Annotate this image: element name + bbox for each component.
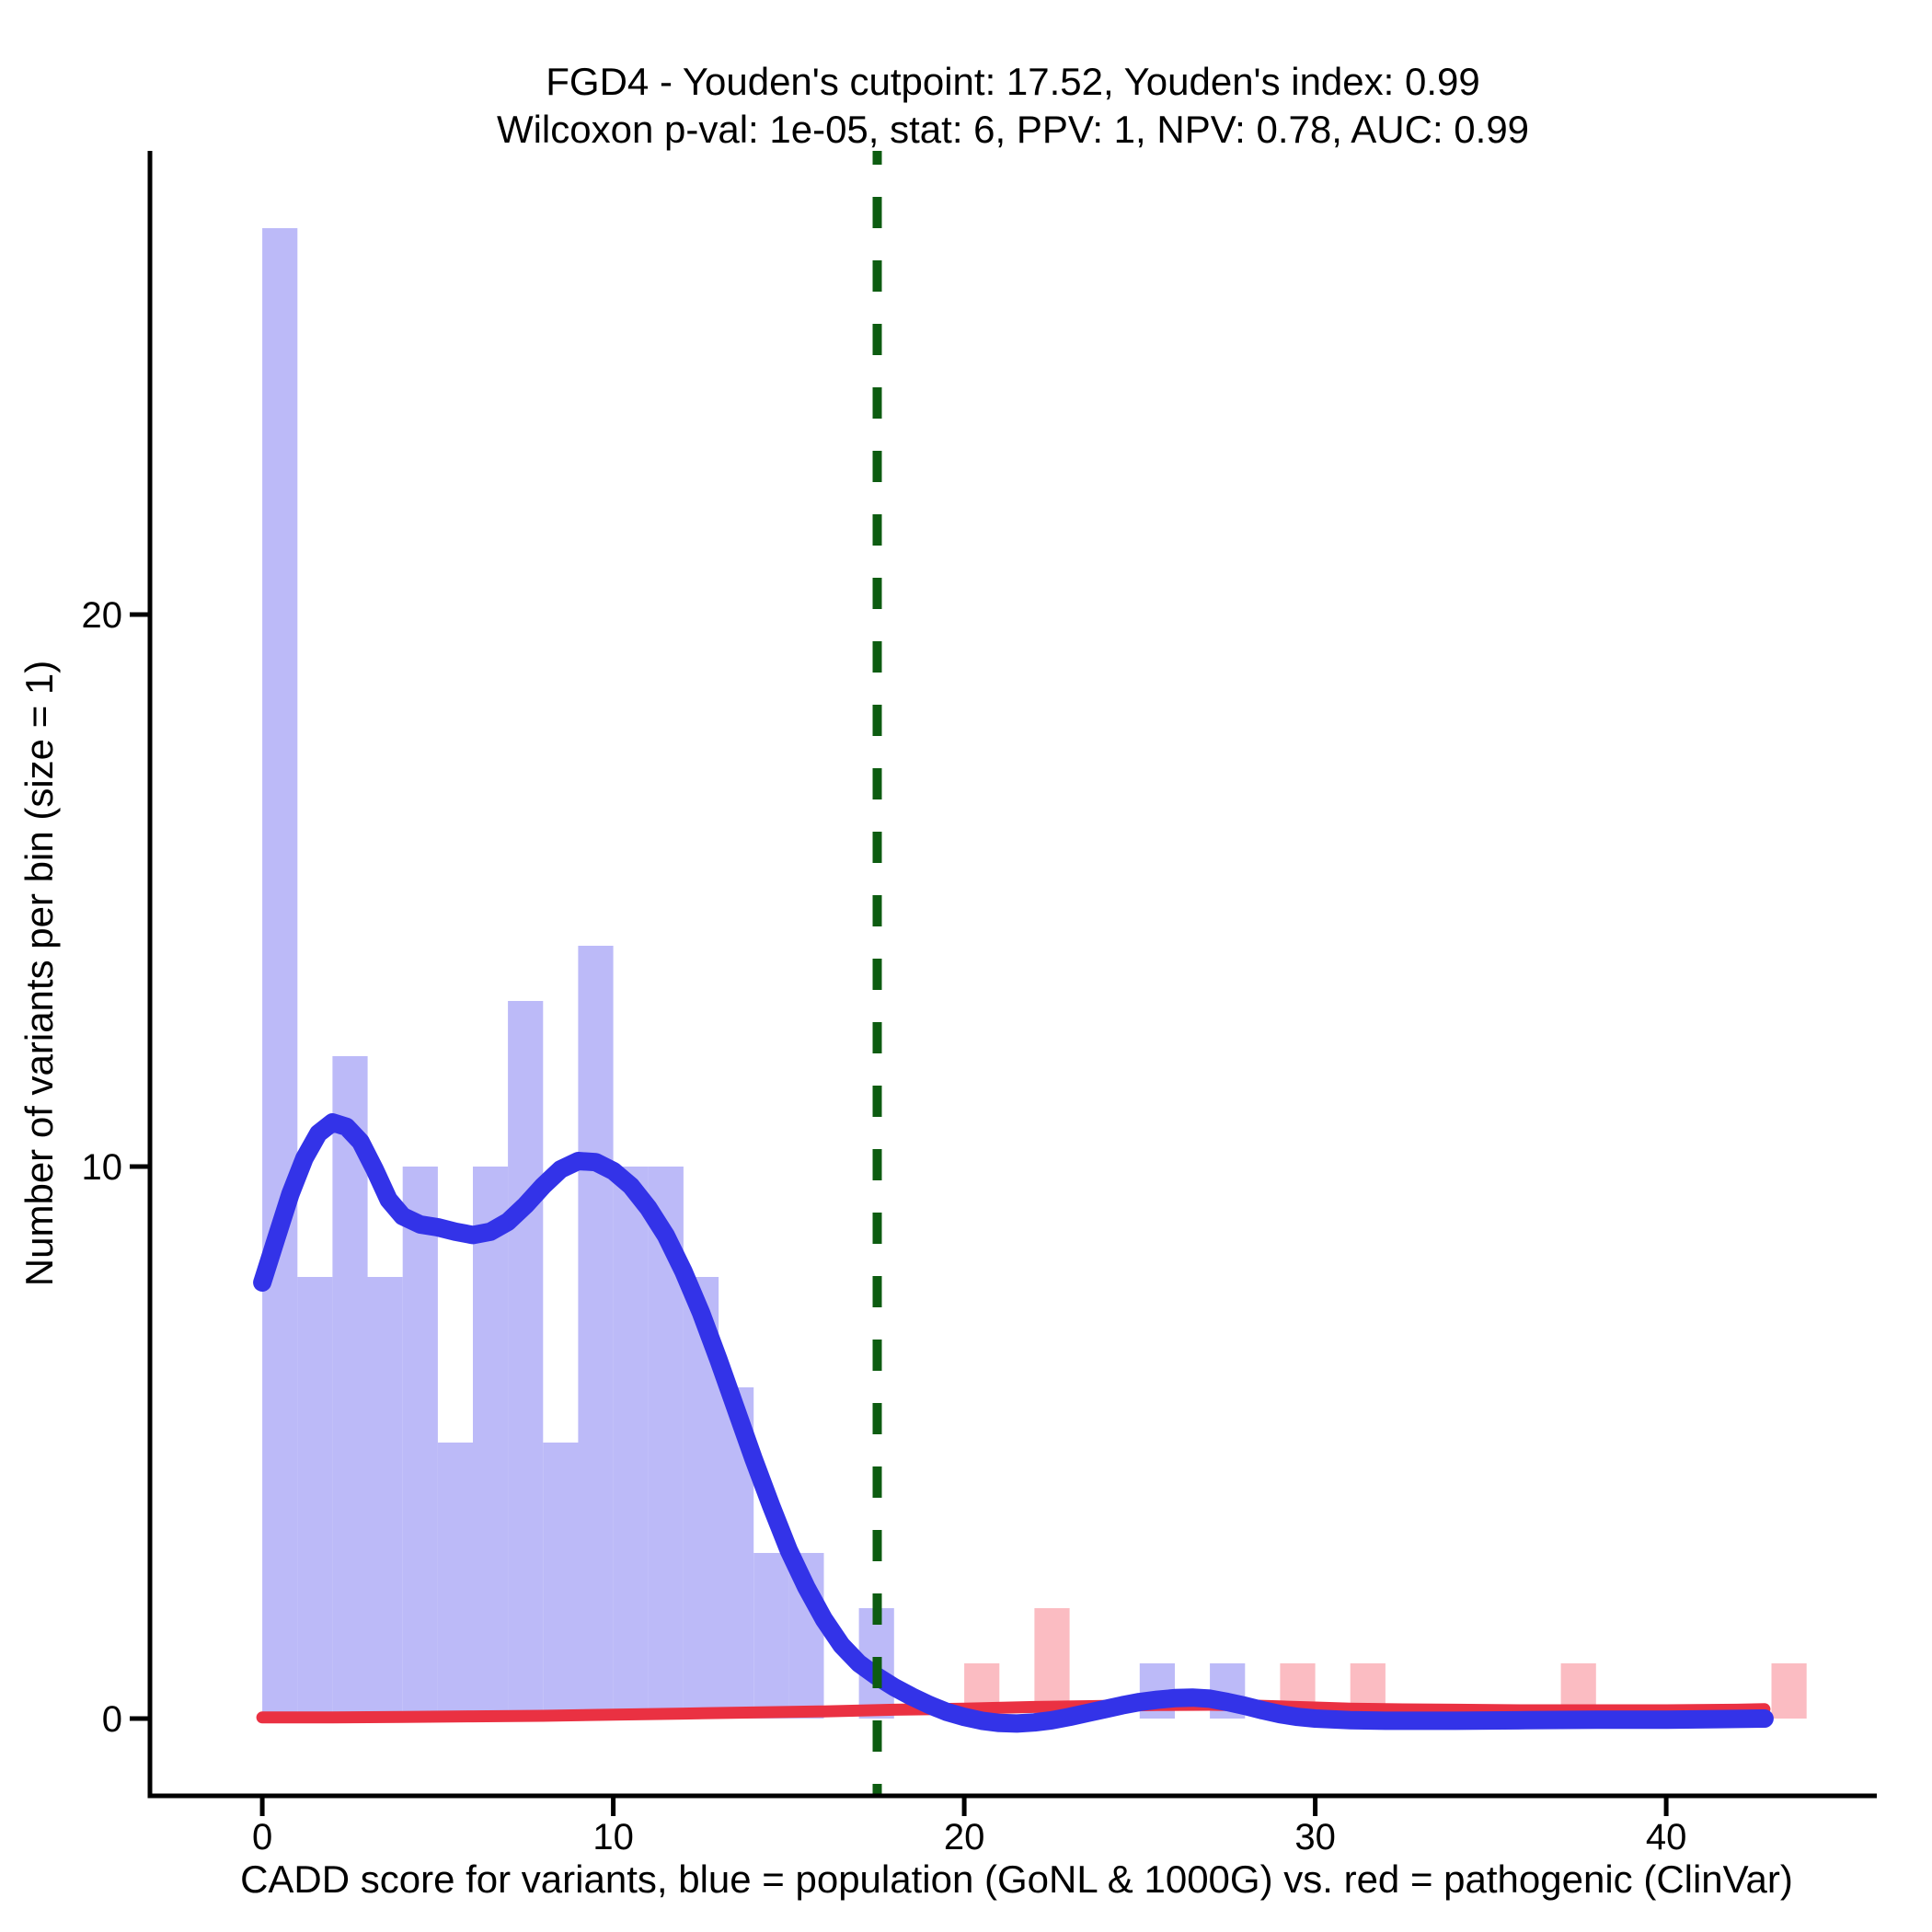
x-axis-tick-label: 20 [944,1817,985,1857]
population-histogram-bar [508,1001,544,1719]
population-histogram-bar [332,1056,368,1719]
density-curves-layer [253,1113,1774,1733]
population-density-curve [253,1113,1774,1733]
population-histogram-bar [297,1277,333,1719]
plot-title-line1: FGD4 - Youden's cutpoint: 17.52, Youden'… [546,60,1479,103]
x-axis-tick-label: 30 [1294,1817,1336,1857]
y-axis-tick-label: 10 [82,1147,123,1188]
histogram-bars-layer [262,228,1807,1719]
x-axis-tick-label: 0 [252,1817,272,1857]
y-axis-tick-label: 0 [102,1699,122,1740]
population-histogram-bar [578,946,614,1719]
pathogenic-histogram-bar [1771,1663,1807,1719]
y-axis-label: Number of variants per bin (size = 1) [17,661,61,1286]
population-histogram-bar [262,228,298,1719]
y-axis-tick-label: 20 [82,595,123,636]
x-axis-tick-label: 40 [1646,1817,1687,1857]
population-histogram-bar [473,1167,509,1719]
population-histogram-bar [437,1443,473,1719]
population-histogram-bar [367,1277,403,1719]
population-histogram-bar [402,1167,438,1719]
population-histogram-bar [753,1553,789,1719]
axes-layer: 0 10 20 30 40 0 10 20 [82,151,1877,1857]
population-histogram-bar [543,1443,579,1719]
pathogenic-histogram-bar [1034,1608,1070,1719]
x-axis-tick-label: 10 [592,1817,634,1857]
x-axis-label: CADD score for variants, blue = populati… [240,1857,1793,1901]
plot-title-line2: Wilcoxon p-val: 1e-05, stat: 6, PPV: 1, … [497,108,1529,151]
population-histogram-bar [613,1167,649,1719]
